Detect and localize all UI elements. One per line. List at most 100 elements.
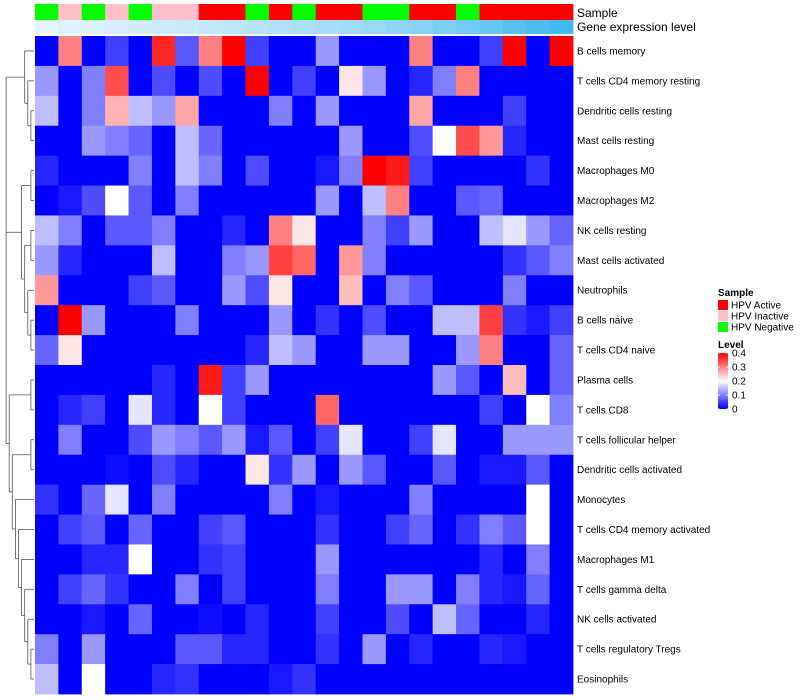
heat-cell-r4-c1	[58, 155, 83, 186]
annotation-label-expression: Gene expression level	[577, 20, 696, 34]
heat-cell-r5-c19	[479, 185, 504, 216]
heat-cell-r19-c22	[549, 604, 574, 635]
heat-cell-r1-c0	[35, 65, 59, 97]
heat-cell-r5-c7	[198, 185, 223, 216]
heat-cell-r0-c21	[526, 36, 551, 67]
expression-annotation-cell-12	[315, 20, 340, 34]
heat-cell-r5-c2	[81, 185, 106, 216]
heat-cell-r8-c9	[245, 275, 270, 306]
row-label-13: T cells follicular helper	[577, 435, 676, 446]
heat-cell-r6-c13	[339, 215, 363, 246]
heat-cell-r7-c10	[268, 245, 293, 276]
heat-cell-r13-c3	[105, 424, 129, 456]
sample-annotation-cell-8	[222, 4, 246, 20]
heat-cell-r17-c22	[549, 544, 574, 575]
heat-cell-r13-c18	[456, 424, 480, 456]
heat-cell-r1-c3	[105, 65, 129, 97]
heat-cell-r8-c22	[549, 275, 574, 306]
heat-cell-r12-c1	[58, 394, 83, 426]
heat-cell-r10-c20	[502, 335, 527, 366]
heat-cell-r12-c6	[175, 394, 200, 426]
heat-cell-r7-c14	[362, 245, 387, 276]
sample-annotation-cell-21	[526, 4, 551, 20]
heat-cell-r5-c13	[339, 185, 363, 216]
heat-cell-r15-c4	[128, 484, 153, 515]
heat-cell-r10-c22	[549, 335, 574, 366]
annotation-label-sample: Sample	[577, 6, 618, 20]
expression-annotation-cell-15	[385, 20, 410, 34]
heat-cell-r3-c8	[222, 125, 246, 157]
heat-cell-r21-c0	[35, 664, 59, 695]
sample-annotation-cell-7	[198, 4, 223, 20]
heat-cell-r17-c9	[245, 544, 270, 575]
heat-cell-r8-c6	[175, 275, 200, 306]
heat-cell-r13-c13	[339, 424, 363, 456]
heat-cell-r15-c8	[222, 484, 246, 515]
heat-cell-r18-c11	[292, 574, 317, 605]
heat-cell-r8-c17	[432, 275, 457, 306]
heat-cell-r18-c8	[222, 574, 246, 605]
heat-cell-r0-c13	[339, 36, 363, 67]
heat-cell-r13-c0	[35, 424, 59, 456]
heat-cell-r8-c3	[105, 275, 129, 306]
annotation-bars	[35, 4, 574, 34]
heat-cell-r5-c4	[128, 185, 153, 216]
heat-cell-r12-c13	[339, 394, 363, 426]
heat-cell-r19-c4	[128, 604, 153, 635]
heat-cell-r5-c17	[432, 185, 457, 216]
heat-cell-r7-c7	[198, 245, 223, 276]
heat-cell-r7-c21	[526, 245, 551, 276]
heat-cell-r17-c17	[432, 544, 457, 575]
heat-cell-r11-c11	[292, 365, 317, 396]
heat-cell-r11-c8	[222, 365, 246, 396]
heat-cell-r16-c17	[432, 514, 457, 545]
heat-cell-r13-c19	[479, 424, 504, 456]
heat-cell-r2-c11	[292, 95, 317, 127]
expression-annotation-cell-6	[175, 20, 200, 34]
heat-cell-r20-c20	[502, 634, 527, 665]
heat-cell-r15-c11	[292, 484, 317, 515]
heat-cell-r4-c5	[151, 155, 176, 186]
sample-annotation-cell-16	[409, 4, 434, 20]
heat-cell-r15-c1	[58, 484, 83, 515]
expression-annotation-cell-5	[151, 20, 176, 34]
heat-cell-r6-c6	[175, 215, 200, 246]
heat-cell-r2-c1	[58, 95, 83, 127]
heat-cell-r1-c22	[549, 65, 574, 97]
heat-cell-r20-c8	[222, 634, 246, 665]
heat-cell-r21-c12	[315, 664, 340, 695]
heat-cell-r0-c17	[432, 36, 457, 67]
heat-cell-r16-c7	[198, 514, 223, 545]
heat-cell-r2-c16	[409, 95, 434, 127]
heat-cell-r10-c17	[432, 335, 457, 366]
heat-cell-r1-c19	[479, 65, 504, 97]
heat-cell-r0-c11	[292, 36, 317, 67]
heat-cell-r11-c18	[456, 365, 480, 396]
heat-cell-r1-c15	[385, 65, 410, 97]
heat-cell-r5-c18	[456, 185, 480, 216]
heat-cell-r18-c16	[409, 574, 434, 605]
heat-cell-r9-c9	[245, 305, 270, 336]
heat-cell-r1-c17	[432, 65, 457, 97]
heat-cell-r11-c10	[268, 365, 293, 396]
heat-cell-r4-c13	[339, 155, 363, 186]
heat-cell-r12-c18	[456, 394, 480, 426]
row-label-5: Macrophages M2	[577, 196, 655, 207]
heat-cell-r9-c17	[432, 305, 457, 336]
heat-cell-r2-c7	[198, 95, 223, 127]
heat-cell-r6-c18	[456, 215, 480, 246]
heat-cell-r18-c10	[268, 574, 293, 605]
heat-cell-r20-c4	[128, 634, 153, 665]
sample-annotation-cell-12	[315, 4, 340, 20]
heat-cell-r8-c5	[151, 275, 176, 306]
legend-gradient-bar	[718, 353, 728, 409]
heat-cell-r7-c8	[222, 245, 246, 276]
sample-annotation-cell-2	[81, 4, 106, 20]
heat-cell-r5-c22	[549, 185, 574, 216]
heat-cell-r18-c3	[105, 574, 129, 605]
heat-cell-r12-c10	[268, 394, 293, 426]
heat-cell-r9-c4	[128, 305, 153, 336]
heat-cell-r17-c13	[339, 544, 363, 575]
heat-cell-r16-c19	[479, 514, 504, 545]
